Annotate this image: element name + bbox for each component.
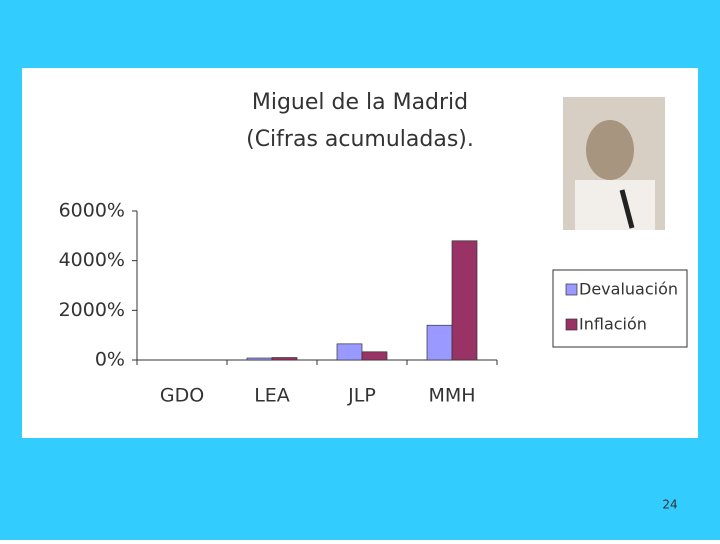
legend-label: Devaluación — [579, 280, 678, 299]
legend-box — [552, 269, 688, 348]
photo-tie — [619, 189, 635, 229]
bar — [361, 351, 388, 361]
bar — [451, 240, 478, 361]
x-tick-label: LEA — [254, 385, 290, 407]
portrait — [563, 97, 665, 230]
legend-swatch — [565, 283, 578, 296]
y-tick-label: 6000% — [59, 200, 125, 222]
y-tick-label: 2000% — [59, 299, 125, 321]
bar — [336, 343, 363, 361]
bar — [246, 357, 273, 361]
x-tick-label: GDO — [160, 385, 204, 407]
photo-shirt — [575, 180, 655, 230]
chart-subtitle: (Cifras acumuladas). — [246, 127, 474, 152]
photo-face — [586, 120, 634, 180]
x-tick-label: JLP — [347, 385, 376, 407]
page-number: 24 — [662, 498, 677, 512]
chart-title: Miguel de la Madrid — [252, 90, 468, 115]
y-tick-label: 4000% — [59, 249, 125, 271]
legend-swatch — [565, 318, 578, 331]
legend-label: Inflación — [579, 315, 647, 334]
y-tick-label: 0% — [95, 349, 125, 371]
bar — [426, 324, 453, 361]
bar — [271, 357, 298, 361]
x-tick-label: MMH — [428, 385, 475, 407]
